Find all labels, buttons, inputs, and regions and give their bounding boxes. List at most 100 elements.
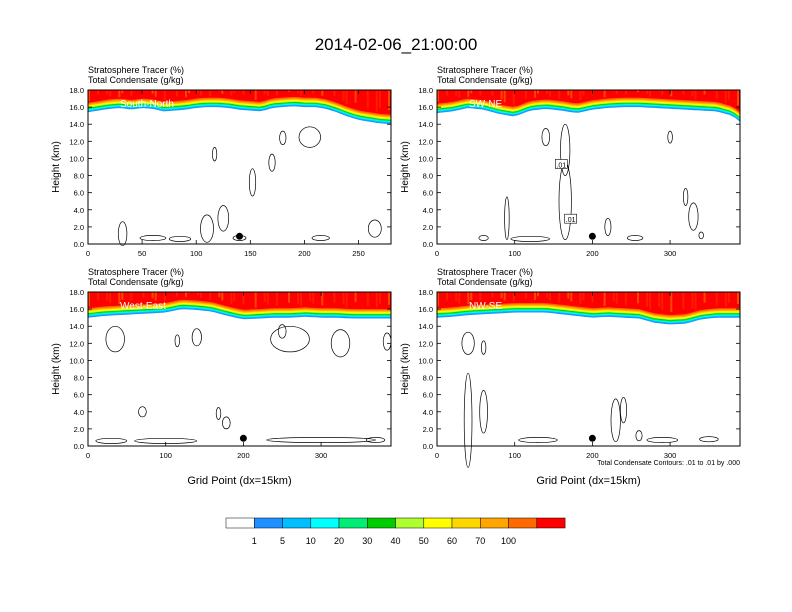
condensate-contour — [461, 331, 475, 355]
tracer-streak — [275, 90, 278, 96]
tracer-streak — [703, 292, 706, 303]
condensate-contour — [688, 202, 699, 231]
condensate-contour — [222, 416, 231, 430]
condensate-contour — [105, 325, 125, 353]
y-tick-label: 10.0 — [69, 154, 84, 163]
tracer-streak — [670, 292, 673, 313]
colorbar-label: 30 — [362, 536, 372, 546]
tracer-streak — [185, 292, 187, 297]
tracer-streak — [603, 292, 606, 306]
tracer-streak — [549, 292, 552, 301]
x-tick-label: 0 — [86, 451, 90, 460]
tracer-streak — [737, 90, 739, 106]
tracer-streak — [154, 90, 157, 97]
y-tick-label: 18.0 — [418, 86, 433, 95]
tracer-streak — [737, 292, 739, 304]
tracer-streak — [724, 90, 727, 103]
tracer-streak — [458, 90, 461, 98]
colorbar-swatch — [282, 517, 312, 529]
colorbar-label: 100 — [501, 536, 516, 546]
tracer-streak — [242, 90, 245, 95]
x-tick-label: 200 — [298, 249, 311, 258]
tracer-streak — [479, 292, 482, 301]
y-tick-label: 10.0 — [69, 356, 84, 365]
tracer-streak — [727, 90, 730, 100]
tracer-streak — [524, 90, 527, 99]
x-tick-label: 300 — [315, 451, 328, 460]
tracer-streak — [342, 292, 345, 305]
tracer-streak — [682, 292, 685, 309]
panel-label: South-North — [120, 99, 174, 110]
condensate-contour — [479, 390, 488, 434]
colorbar-label: 5 — [280, 536, 285, 546]
x-tick-label: 0 — [435, 451, 439, 460]
tracer-streak — [624, 90, 627, 95]
condensate-contour — [610, 398, 621, 443]
y-tick-label: 18.0 — [69, 86, 84, 95]
tracer-streak — [549, 90, 552, 97]
tracer-streak — [715, 90, 718, 99]
tracer-streak — [233, 292, 236, 301]
tracer-bands — [437, 292, 740, 325]
condensate-contour — [667, 130, 673, 144]
colorbar-label: 40 — [390, 536, 400, 546]
tracer-streak — [378, 292, 381, 304]
condensate-contour — [138, 406, 147, 418]
y-tick-label: 2.0 — [423, 223, 433, 232]
contour-note: Total Condensate Contours: .01 to .01 by… — [597, 460, 740, 467]
field-title: Stratosphere Tracer (%) — [437, 65, 533, 75]
tracer-streak — [615, 90, 618, 94]
condensate-contour — [311, 235, 330, 241]
tracer-streak — [537, 292, 539, 297]
condensate-contours — [461, 331, 719, 468]
tracer-streak — [300, 90, 303, 96]
tracer-streak — [534, 90, 536, 98]
tracer-streak — [567, 90, 570, 96]
tracer-streak — [121, 90, 124, 94]
panel-3: Stratosphere Tracer (%)Total Condensate … — [51, 267, 392, 487]
y-tick-label: 2.0 — [74, 223, 84, 232]
y-tick-label: 12.0 — [69, 339, 84, 348]
y-tick-label: 4.0 — [74, 408, 84, 417]
plot-frame — [436, 89, 741, 245]
overlay-title: Total Condensate (g/kg) — [88, 75, 184, 85]
plot-area — [437, 90, 740, 244]
y-axis-label: Height (km) — [51, 141, 62, 193]
tracer-streak — [106, 292, 109, 301]
y-tick-label: 4.0 — [74, 206, 84, 215]
tracer-streak — [163, 90, 166, 101]
condensate-contour — [560, 123, 571, 176]
tracer-band — [437, 292, 740, 315]
plot-area — [88, 90, 391, 244]
colorbar-swatch — [508, 517, 538, 529]
tracer-streak — [375, 90, 378, 112]
tracer-streak — [154, 292, 157, 301]
colorbar-label: 1 — [252, 536, 257, 546]
tracer-bands — [437, 90, 740, 122]
condensate-contour — [191, 328, 202, 347]
tracer-streak — [603, 90, 606, 98]
x-tick-label: 100 — [508, 451, 521, 460]
y-tick-label: 2.0 — [423, 425, 433, 434]
y-tick-label: 4.0 — [423, 206, 433, 215]
condensate-contour — [270, 325, 310, 353]
tracer-streak — [446, 292, 449, 301]
tracer-streak — [378, 90, 381, 109]
tracer-streak — [321, 292, 324, 306]
y-tick-label: 4.0 — [423, 408, 433, 417]
tracer-streak — [230, 292, 233, 305]
colorbar-label: 20 — [334, 536, 344, 546]
condensate-contour — [248, 168, 257, 197]
tracer-streak — [682, 90, 685, 95]
tracer-streak — [200, 90, 203, 96]
tracer-streak — [230, 90, 233, 96]
y-tick-label: 12.0 — [418, 137, 433, 146]
tracer-streak — [524, 292, 527, 299]
overlay-title: Total Condensate (g/kg) — [88, 277, 184, 287]
panels: Stratosphere Tracer (%) Total Condensate … — [51, 65, 741, 487]
tracer-streak — [503, 292, 506, 301]
colorbar-swatch — [395, 517, 425, 529]
tracer-band — [88, 292, 391, 310]
x-tick-label: 0 — [435, 249, 439, 258]
